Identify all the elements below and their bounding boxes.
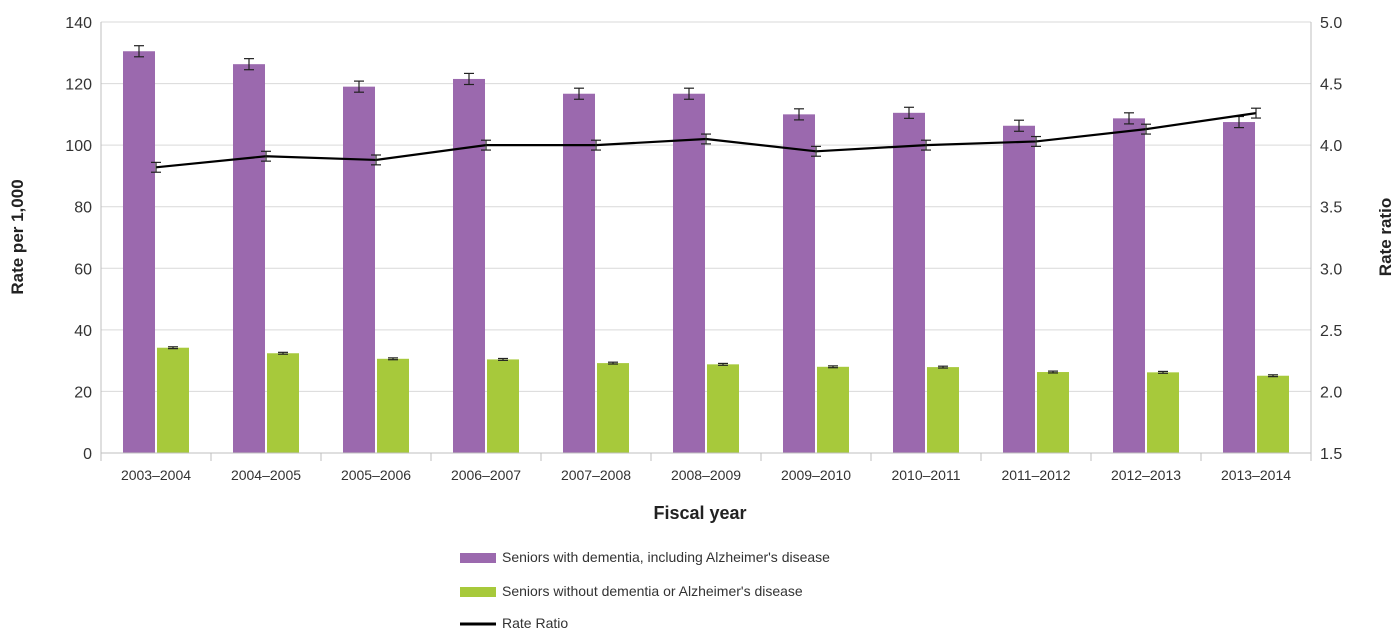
bar-dementia (453, 78, 485, 453)
x-tick-label: 2011–2012 (1001, 467, 1070, 483)
bar-no-dementia (1257, 375, 1289, 453)
bar-dementia (233, 64, 265, 454)
y2-tick-label: 4.0 (1320, 138, 1342, 155)
bar-dementia (673, 93, 705, 453)
y-tick-label: 40 (74, 323, 92, 340)
bar-no-dementia (377, 358, 409, 453)
x-tick-label: 2005–2006 (341, 467, 411, 483)
bar-dementia (783, 114, 815, 453)
x-tick-label: 2006–2007 (451, 467, 521, 483)
x-tick-label: 2004–2005 (231, 467, 301, 483)
legend-label: Seniors with dementia, including Alzheim… (502, 549, 830, 565)
legend-label: Rate Ratio (502, 615, 568, 631)
y2-tick-label: 1.5 (1320, 446, 1342, 463)
rate-ratio-line-layer (151, 107, 1261, 173)
x-tick-label: 2007–2008 (561, 467, 631, 483)
y-tick-label: 20 (74, 384, 92, 401)
bar-no-dementia (597, 363, 629, 453)
y-tick-label: 0 (83, 446, 92, 463)
y-tick-label: 140 (65, 15, 92, 32)
gridlines (101, 21, 1311, 454)
x-tick-label: 2012–2013 (1111, 467, 1181, 483)
legend-swatch-no-dementia (460, 587, 496, 597)
bars (123, 45, 1289, 454)
legend-swatch-dementia (460, 553, 496, 563)
bar-no-dementia (817, 366, 849, 453)
legend-label: Seniors without dementia or Alzheimer's … (502, 583, 803, 599)
y2-tick-label: 3.5 (1320, 200, 1342, 217)
x-tick-label: 2013–2014 (1221, 467, 1291, 483)
y2-axis-title: Rate ratio (1376, 198, 1395, 276)
bar-no-dementia (267, 353, 299, 453)
y-tick-label: 60 (74, 261, 92, 278)
bar-dementia (123, 51, 155, 453)
bar-no-dementia (707, 364, 739, 453)
y2-tick-label: 3.0 (1320, 261, 1342, 278)
y2-tick-label: 2.0 (1320, 384, 1342, 401)
bar-no-dementia (157, 347, 189, 453)
bar-no-dementia (927, 367, 959, 453)
bar-dementia (343, 86, 375, 454)
bar-dementia (893, 112, 925, 453)
axes: 0 20 40 60 80 100 120 140 1.5 2.0 2.5 3.0 3.5 4.0 4.5 5… (65, 15, 1342, 483)
bar-no-dementia (487, 359, 519, 453)
y2-tick-label: 2.5 (1320, 323, 1342, 340)
y-axis-title: Rate per 1,000 (8, 179, 27, 294)
x-tick-label: 2003–2004 (121, 467, 191, 483)
bar-no-dementia (1147, 372, 1179, 453)
x-tick-label: 2008–2009 (671, 467, 741, 483)
x-axis-title: Fiscal year (653, 503, 746, 523)
bar-dementia (1003, 125, 1035, 453)
y-tick-label: 120 (65, 77, 92, 94)
y-tick-label: 100 (65, 138, 92, 155)
legend: Seniors with dementia, including Alzheim… (460, 549, 830, 631)
y2-tick-label: 5.0 (1320, 15, 1342, 32)
bar-dementia (563, 93, 595, 453)
y-tick-label: 80 (74, 200, 92, 217)
bar-dementia (1223, 122, 1255, 453)
bar-no-dementia (1037, 372, 1069, 453)
x-tick-label: 2010–2011 (891, 467, 960, 483)
x-tick-label: 2009–2010 (781, 467, 851, 483)
y2-tick-label: 4.5 (1320, 77, 1342, 94)
bar-dementia (1113, 118, 1145, 453)
